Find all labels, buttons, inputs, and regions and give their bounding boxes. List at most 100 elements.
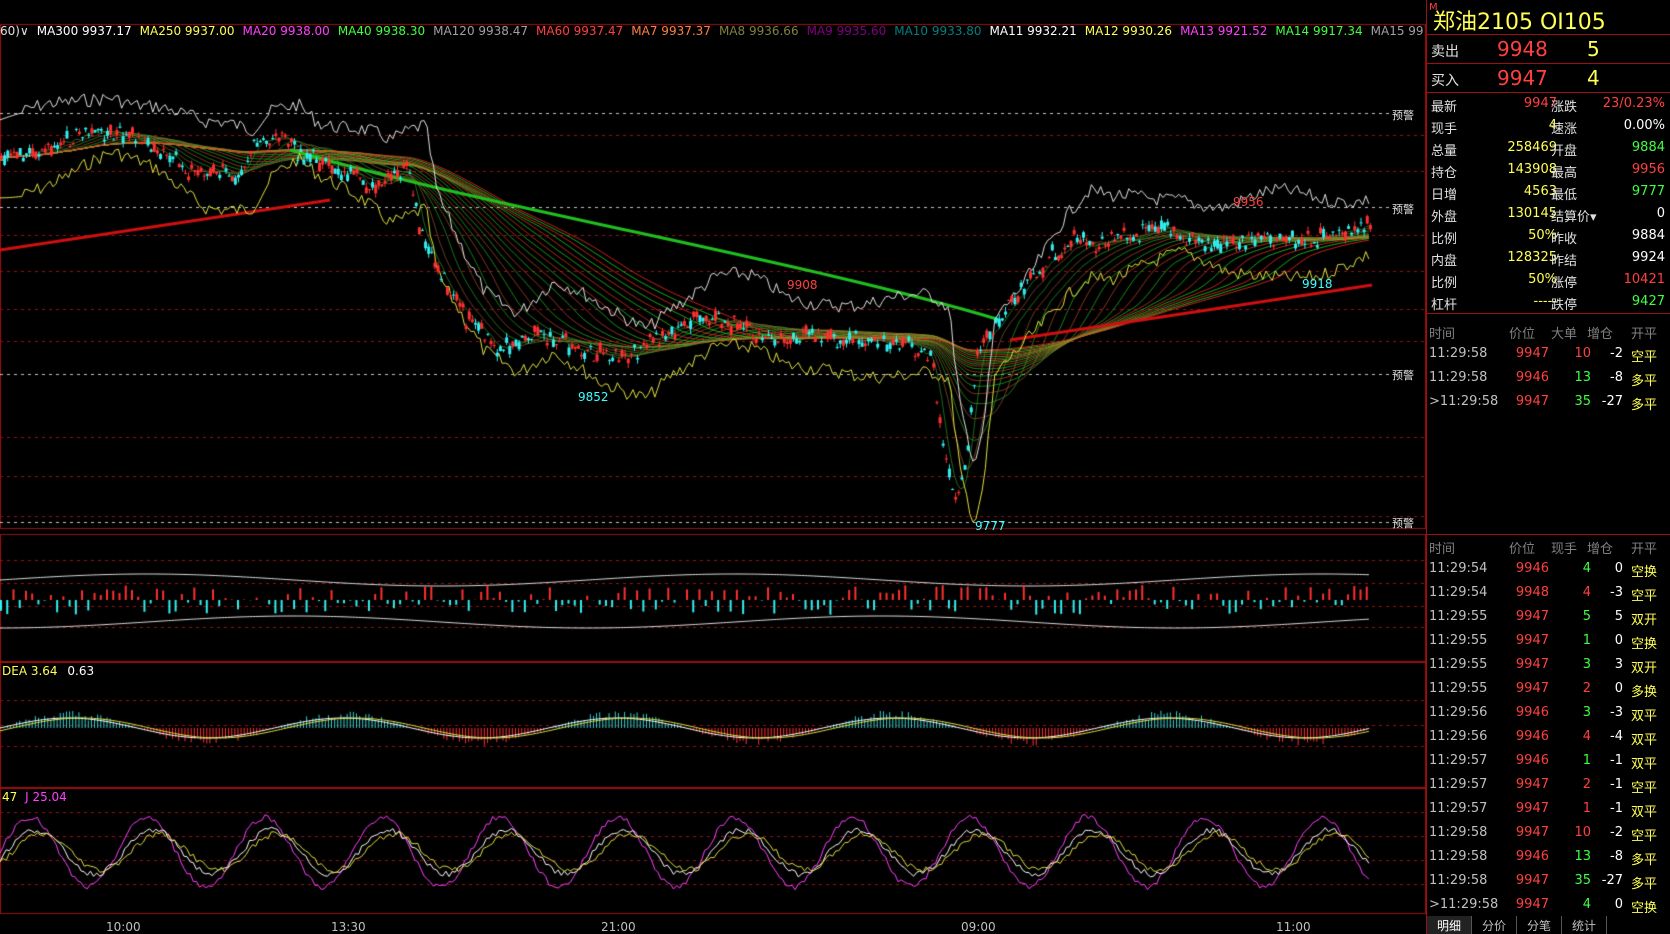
ma-legend-item[interactable]: MA15 9915.09	[1370, 24, 1425, 38]
ask-volume: 5	[1587, 37, 1600, 61]
ma-legend-item[interactable]: MA60 9937.47	[536, 24, 624, 38]
big-order-table: 时间 价位 大单 增仓 开平 11:29:58 9947 10 -2 空平 11:29:58…	[1427, 320, 1670, 414]
tick-volume: 4	[1582, 729, 1591, 744]
tick-type: 多平	[1631, 398, 1658, 413]
tick-price: 9947	[1515, 777, 1549, 792]
ma-legend-item[interactable]: MA7 9937.37	[631, 24, 711, 38]
tick-oi-change: -4	[1610, 729, 1623, 744]
kline-chart-canvas[interactable]	[0, 0, 1426, 934]
quote-value: 9956	[1631, 162, 1665, 177]
tick-type: 空平	[1631, 350, 1658, 365]
tick-time: 11:29:57	[1429, 801, 1488, 816]
tick-row[interactable]: 11:29:55 9947 3 3 双开	[1427, 653, 1670, 677]
quote-row: 内盘 128325 昨结 9924	[1427, 247, 1670, 269]
tick-row[interactable]: 11:29:58 9946 13 -8 多平	[1427, 366, 1670, 390]
tick-time: 11:29:58	[1429, 825, 1488, 840]
ma-legend-item[interactable]: MA13 9921.52	[1180, 24, 1268, 38]
tick-time: 11:29:54	[1429, 561, 1488, 576]
quote-value: 130145	[1507, 206, 1557, 221]
ask-label: 卖出	[1431, 44, 1459, 60]
tick-row[interactable]: 11:29:58 9946 13 -8 多平	[1427, 845, 1670, 869]
ma-legend-item[interactable]: MA300 9937.17	[36, 24, 132, 38]
tick-row[interactable]: >11:29:58 9947 35 -27 多平	[1427, 390, 1670, 414]
tick-row[interactable]: 11:29:55 9947 2 0 多换	[1427, 677, 1670, 701]
tick-oi-change: -1	[1610, 801, 1623, 816]
tick-time: 11:29:54	[1429, 585, 1488, 600]
ma-legend-item[interactable]: MA11 9932.21	[989, 24, 1077, 38]
tab-2[interactable]: 分笔	[1517, 916, 1563, 934]
tick-row[interactable]: 11:29:58 9947 35 -27 多平	[1427, 869, 1670, 893]
quote-key: 杠杆	[1431, 298, 1458, 313]
tick-price: 9946	[1515, 705, 1549, 720]
tick-oi-change: -2	[1610, 346, 1623, 361]
price-label-9908: 9908	[787, 278, 818, 292]
tick-price: 9946	[1515, 753, 1549, 768]
tick-volume: 3	[1582, 657, 1591, 672]
quote-row: 总量 258469 开盘 9884	[1427, 137, 1670, 159]
market-mark: M	[1429, 2, 1438, 13]
column-header: 增仓	[1587, 327, 1614, 342]
tick-type: 空平	[1631, 781, 1658, 796]
tick-row[interactable]: 11:29:56 9946 3 -3 双平	[1427, 701, 1670, 725]
alert-label-4[interactable]: 预警	[1392, 517, 1414, 530]
quote-value: 128325	[1507, 250, 1557, 265]
ma-legend-item[interactable]: MA120 9938.47	[433, 24, 529, 38]
quote-value: 143908	[1507, 162, 1557, 177]
tab-0[interactable]: 明细	[1427, 916, 1473, 934]
kdj-d-value: 47	[2, 790, 18, 804]
tick-row[interactable]: 11:29:58 9947 10 -2 空平	[1427, 821, 1670, 845]
tab-3[interactable]: 统计	[1562, 916, 1608, 934]
xaxis-tick-1: 10:00	[106, 920, 141, 934]
tick-volume: 10	[1574, 346, 1591, 361]
quote-key: 最高	[1551, 166, 1578, 181]
tick-row[interactable]: 11:29:55 9947 1 0 空换	[1427, 629, 1670, 653]
tick-row[interactable]: 11:29:55 9947 5 5 双开	[1427, 605, 1670, 629]
ma-legend-item[interactable]: MA250 9937.00	[139, 24, 235, 38]
contract-title[interactable]: 郑油2105 OI105	[1433, 10, 1606, 35]
tick-oi-change: 0	[1614, 681, 1623, 696]
kdj-j-value: J 25.04	[25, 790, 67, 804]
ma-legend-item[interactable]: MA10 9933.80	[894, 24, 982, 38]
tick-row[interactable]: 11:29:54 9946 4 0 空换	[1427, 557, 1670, 581]
column-header: 现手	[1551, 542, 1578, 557]
ask-price: 9948	[1497, 37, 1548, 61]
quote-row: 比例 50% 涨停 10421	[1427, 269, 1670, 291]
tick-row[interactable]: 11:29:54 9948 4 -3 空平	[1427, 581, 1670, 605]
ma-legend-item[interactable]: 60)∨	[0, 24, 29, 38]
tick-type: 双平	[1631, 805, 1658, 820]
bid-price: 9947	[1497, 66, 1548, 90]
quote-key: 涨跌	[1551, 100, 1578, 115]
tick-type: 空换	[1631, 637, 1658, 652]
quote-value: 4563	[1523, 184, 1557, 199]
alert-label-2[interactable]: 预警	[1392, 203, 1414, 216]
alert-label-3[interactable]: 预警	[1392, 369, 1414, 382]
ma-legend-item[interactable]: MA40 9938.30	[337, 24, 426, 38]
quote-value: 0	[1656, 206, 1665, 221]
ma-legend-item[interactable]: MA14 9917.34	[1275, 24, 1363, 38]
ma-legend-item[interactable]: MA20 9938.00	[242, 24, 330, 38]
tick-row[interactable]: 11:29:57 9946 1 -1 双平	[1427, 749, 1670, 773]
quote-value: 9947	[1523, 96, 1557, 111]
tick-row[interactable]: 11:29:58 9947 10 -2 空平	[1427, 342, 1670, 366]
table-header: 时间 价位 大单 增仓 开平	[1427, 320, 1670, 342]
alert-label-1[interactable]: 预警	[1392, 109, 1414, 122]
tick-volume: 1	[1582, 633, 1591, 648]
tick-price: 9947	[1515, 801, 1549, 816]
tick-row[interactable]: 11:29:57 9947 2 -1 空平	[1427, 773, 1670, 797]
tick-volume: 10	[1574, 825, 1591, 840]
quote-value: 9427	[1631, 294, 1665, 309]
tick-row[interactable]: >11:29:58 9947 4 0 空换	[1427, 893, 1670, 917]
column-header: 增仓	[1587, 542, 1614, 557]
tick-volume: 4	[1582, 585, 1591, 600]
quote-value: 10421	[1623, 272, 1665, 287]
tick-row[interactable]: 11:29:57 9947 1 -1 双平	[1427, 797, 1670, 821]
ma-legend-item[interactable]: MA12 9930.26	[1084, 24, 1173, 38]
ma-legend-item[interactable]: MA9 9935.60	[806, 24, 887, 38]
ma-legend-item[interactable]: MA8 9936.66	[718, 24, 799, 38]
tick-type: 空换	[1631, 901, 1658, 916]
tick-oi-change: -3	[1610, 705, 1623, 720]
tab-1[interactable]: 分价	[1472, 916, 1518, 934]
tick-price: 9947	[1515, 681, 1549, 696]
tick-row[interactable]: 11:29:56 9946 4 -4 双平	[1427, 725, 1670, 749]
tick-time: 11:29:58	[1429, 849, 1488, 864]
